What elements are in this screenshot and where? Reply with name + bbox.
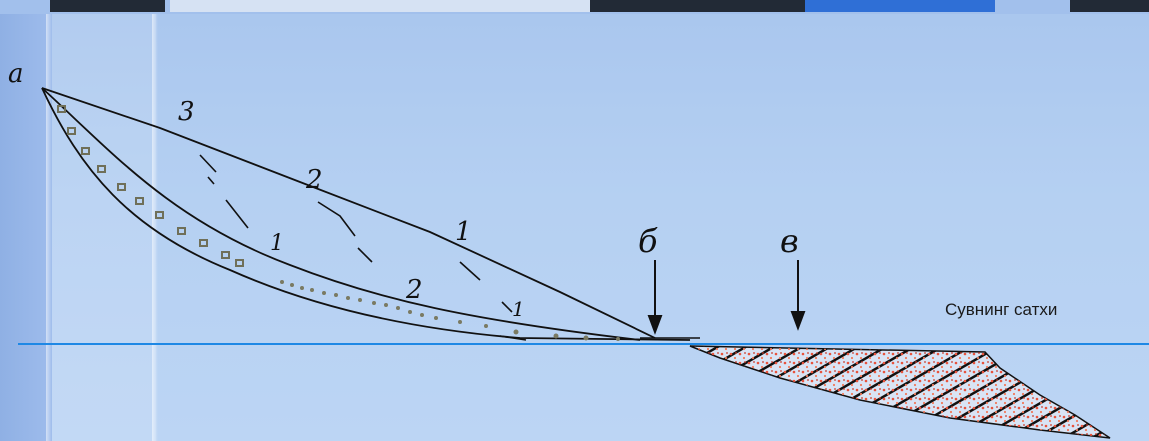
water-surface-label: Сувнинг сатхи — [945, 300, 1058, 319]
top-text-fragment-1 — [50, 0, 165, 12]
top-text-fragment-3 — [590, 0, 805, 12]
connector-dashes — [199, 154, 700, 341]
background-mid-band — [52, 0, 156, 441]
bead-chain — [57, 105, 244, 267]
label-line3: 3 — [178, 97, 195, 127]
label-line1-mid: 1 — [455, 217, 472, 247]
top-text-fragment-5 — [1070, 0, 1149, 12]
label-alpha: a — [8, 59, 24, 89]
background-left-band — [0, 0, 52, 441]
top-text-fragment-2 — [170, 0, 590, 12]
top-text-fragment-4 — [805, 0, 995, 12]
label-line2-lower: 2 — [405, 275, 423, 305]
label-beta: б — [638, 222, 658, 260]
profile-line-2 — [41, 87, 641, 341]
arrow-v — [790, 260, 806, 331]
band-edge-2 — [152, 0, 158, 441]
label-line1-lower: 1 — [512, 297, 525, 321]
profile-line-3 — [41, 87, 656, 339]
label-line2-upper: 2 — [305, 165, 323, 195]
arrow-beta — [647, 260, 663, 335]
label-line1-upper: 1 — [270, 231, 284, 256]
dotted-trail — [280, 280, 620, 341]
band-edge-1 — [46, 0, 52, 441]
profile-line-1 — [41, 87, 691, 341]
label-v: в — [780, 222, 799, 260]
sediment-wedge — [689, 345, 1111, 439]
